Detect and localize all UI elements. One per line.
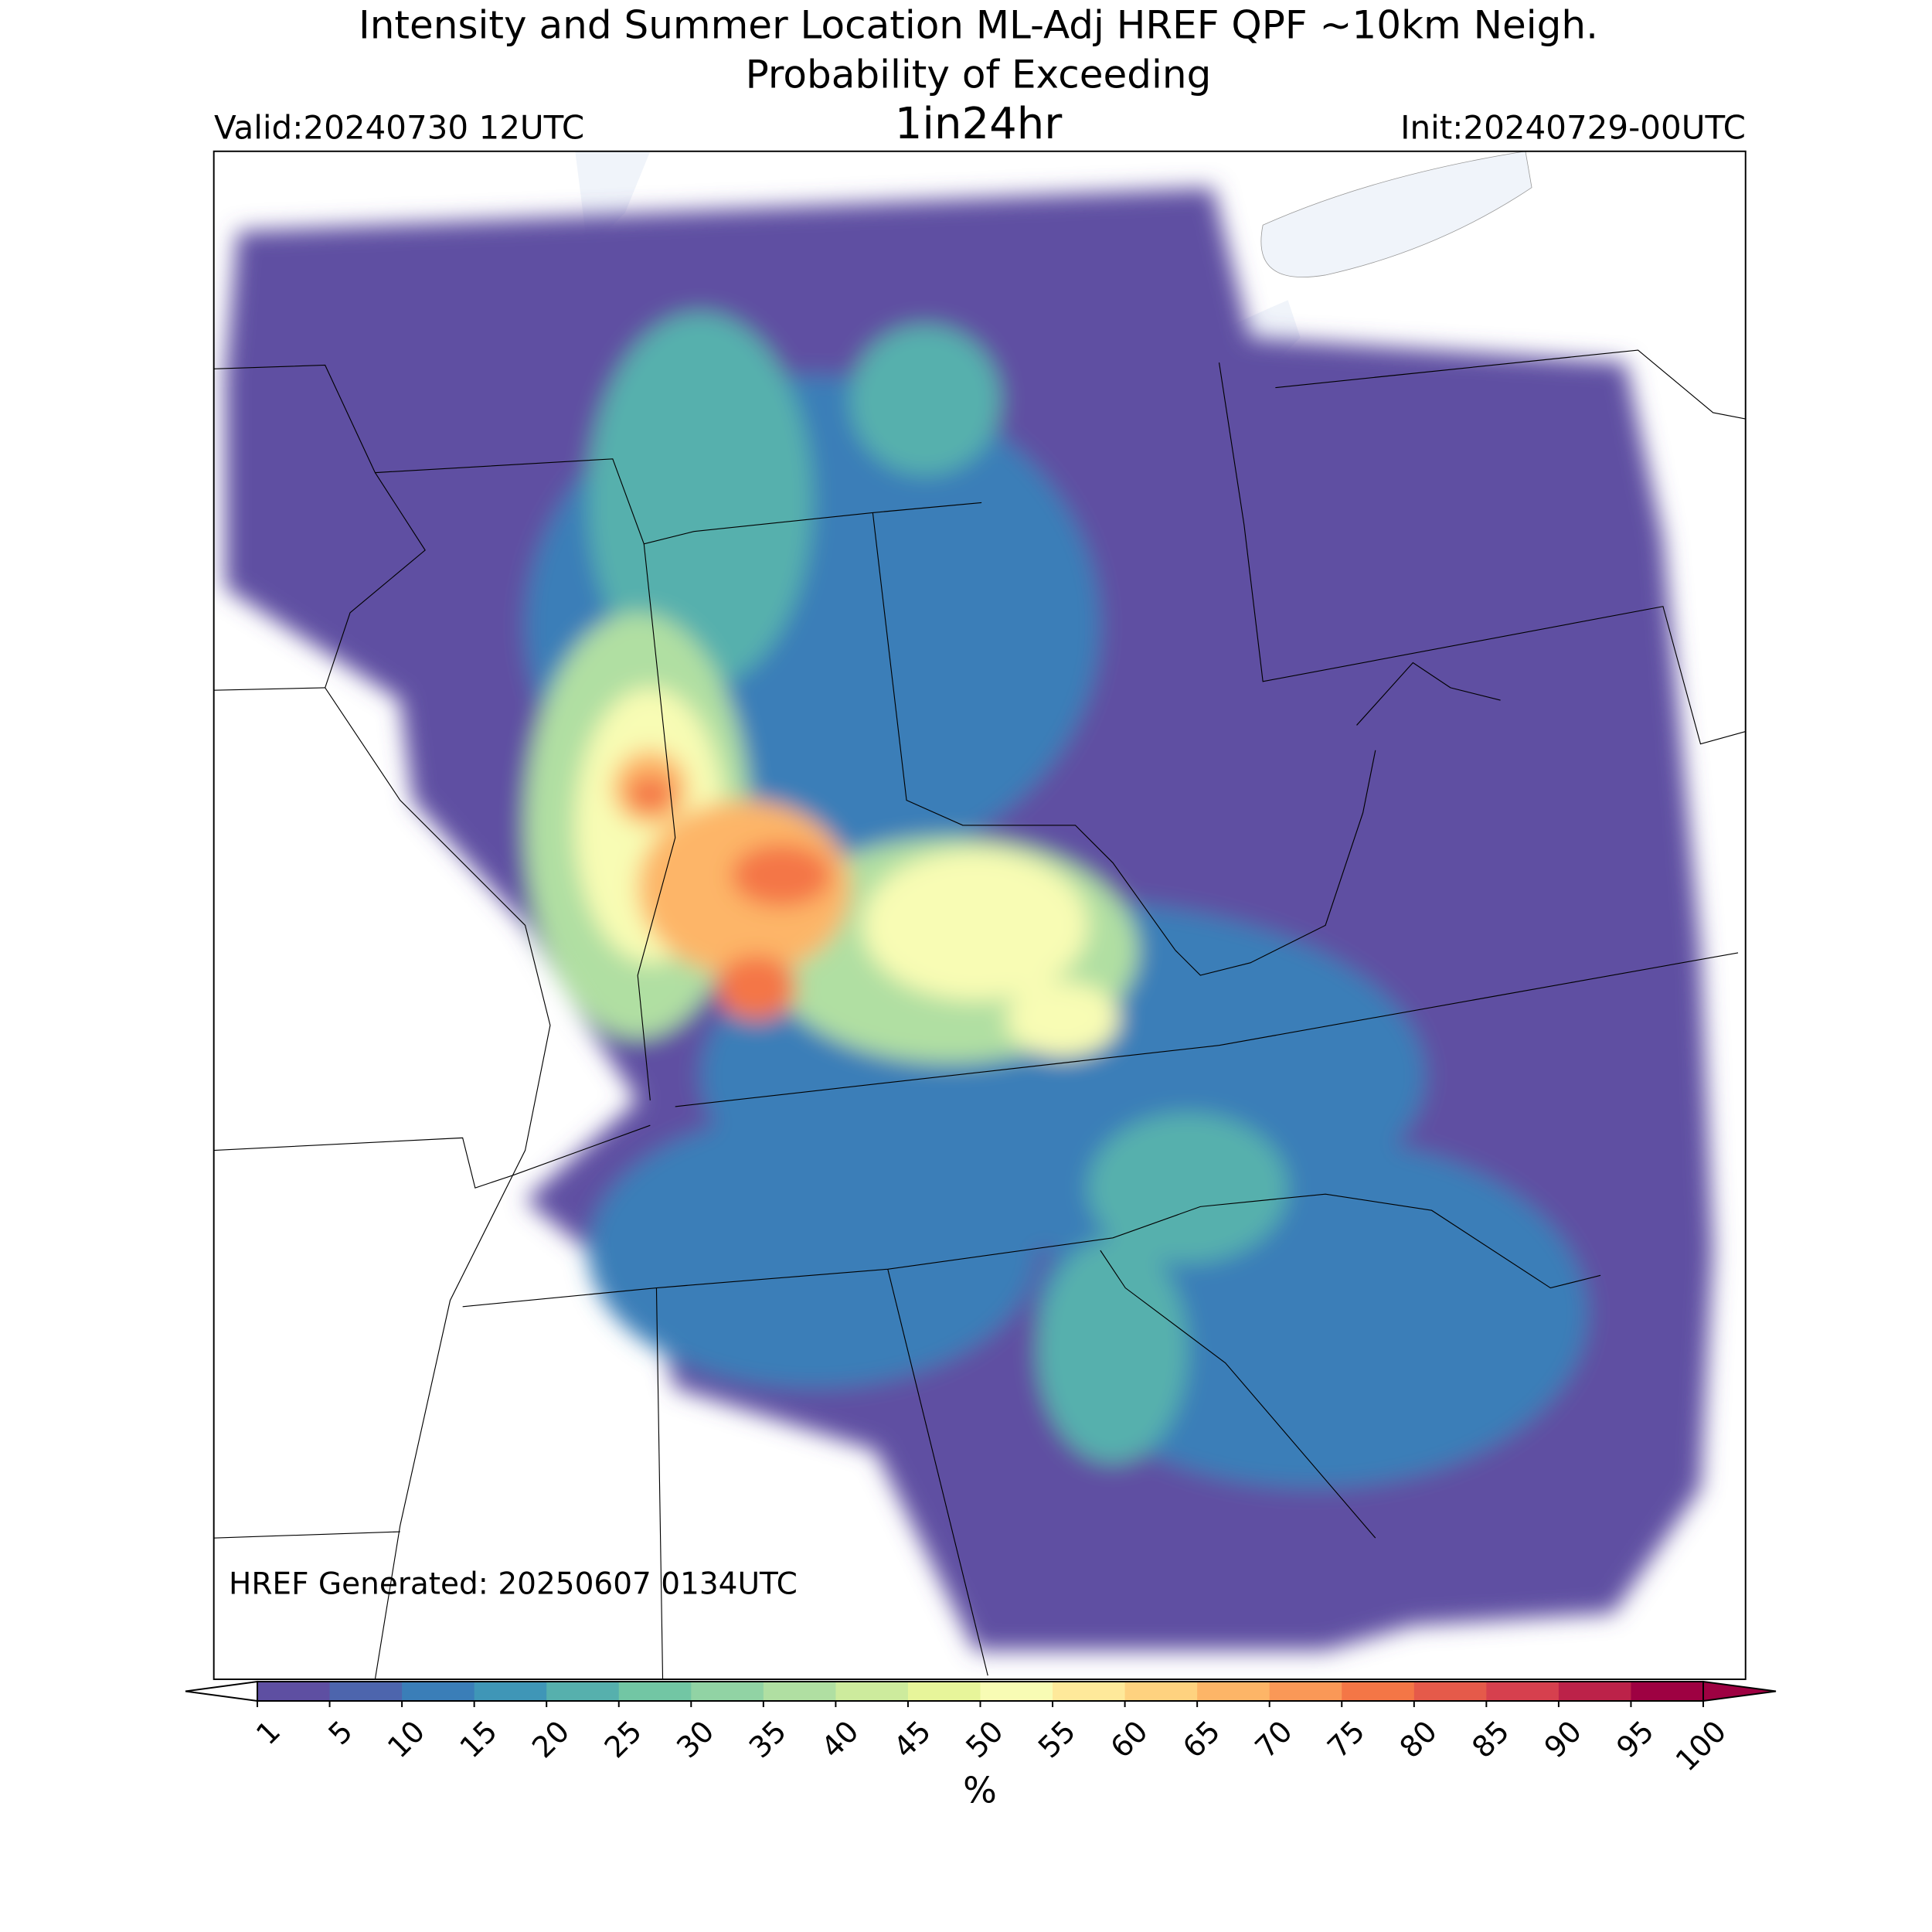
colorbar-segment [1342,1682,1415,1701]
colorbar-under [185,1680,258,1702]
colorbar-segment [691,1682,764,1701]
colorbar-tick-label: 10 [381,1714,431,1764]
colorbar-tick-label: 30 [670,1714,720,1764]
colorbar-tick-label: 80 [1393,1714,1444,1764]
colorbar-tick-label: 35 [743,1714,793,1764]
colorbar-segment [402,1682,475,1701]
colorbar: 1 5 10 15 20 25 30 35 40 45 50 55 60 65 70 75 80 85 90 95 10… [185,1680,1777,1777]
colorbar-tick-label: 85 [1465,1714,1515,1764]
colorbar-tick-label: 15 [454,1714,504,1764]
valid-time: Valid:20240730 12UTC [214,109,584,147]
colorbar-tick-label: 50 [959,1714,1009,1764]
title: Intensity and Summer Location ML-Adj HRE… [359,3,1598,48]
colorbar-segment [1197,1682,1270,1701]
colorbar-segment [257,1682,331,1701]
colorbar-segment [835,1682,909,1701]
colorbar-over [1702,1680,1777,1702]
subtitle: Probability of Exceeding [746,53,1212,97]
lake [1260,151,1532,278]
colorbar-segment [1486,1682,1560,1701]
map [213,150,1747,1680]
colorbar-tick-label: 60 [1104,1714,1154,1764]
colorbar-segment [1631,1682,1704,1701]
colorbar-tick-label: 65 [1176,1714,1226,1764]
colorbar-segment [1558,1682,1631,1701]
generated-note: HREF Generated: 20250607 0134UTC [229,1567,798,1602]
colorbar-segment [763,1682,836,1701]
colorbar-segment [474,1682,547,1701]
colorbar-tick-label: 90 [1538,1714,1588,1764]
colorbar-segment [1124,1682,1198,1701]
colorbar-label: % [963,1770,997,1811]
colorbar-segment [329,1682,403,1701]
colorbar-tick-label: 20 [526,1714,576,1764]
colorbar-tick-label: 25 [598,1714,648,1764]
colorbar-segment [1053,1682,1126,1701]
colorbar-tick-label: 45 [887,1714,937,1764]
colorbar-tick-label: 40 [815,1714,865,1764]
colorbar-tick-label: 75 [1321,1714,1371,1764]
colorbar-segment [618,1682,692,1701]
colorbar-tick-label: 70 [1249,1714,1299,1764]
colorbar-segment [980,1682,1053,1701]
state-borders [213,349,1746,1679]
probability-field [225,187,1713,1651]
colorbar-tick-label: 5 [321,1714,359,1751]
colorbar-tick-label: 95 [1610,1714,1660,1764]
threshold: 1in24hr [895,99,1063,149]
map-frame [213,150,1747,1680]
colorbar-segment [1269,1682,1342,1701]
colorbar-tick-label: 1 [250,1714,287,1751]
init-time: Init:20240729-00UTC [1400,109,1746,147]
colorbar-segment [907,1682,981,1701]
colorbar-tick-label: 100 [1669,1714,1733,1777]
colorbar-segment [1413,1682,1487,1701]
colorbar-segment [546,1682,620,1701]
colorbar-tick-label: 55 [1032,1714,1082,1764]
